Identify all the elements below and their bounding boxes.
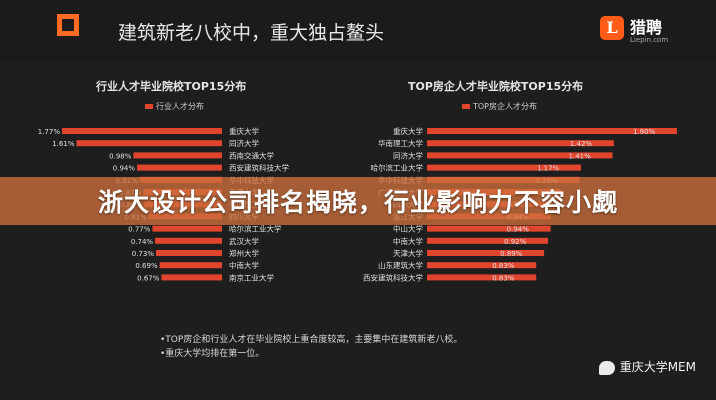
bar-中山大学 (427, 225, 551, 232)
slide-header: 建筑新老八校中，重大独占鳌头 L 猎聘 Liepin.com (0, 0, 716, 62)
brand-badge-icon: L (600, 16, 624, 40)
value-label: 0.74% (131, 238, 154, 246)
category-label: 哈尔滨工业大学 (371, 163, 424, 173)
value-label: 0.83% (492, 262, 515, 270)
category-label: 山东建筑大学 (378, 260, 423, 270)
category-label: 郑州大学 (229, 248, 259, 258)
category-label: 西南交通大学 (229, 150, 274, 160)
left-chart-legend: 行业人才分布 (145, 101, 204, 112)
legend-swatch (145, 104, 153, 109)
bar-南京工业大学 (161, 274, 222, 281)
logo-square-icon (57, 14, 79, 36)
category-label: 华南理工大学 (378, 138, 423, 148)
category-label: 天津大学 (393, 248, 423, 258)
bar-西南交通大学 (133, 152, 222, 159)
value-label: 1.61% (52, 140, 75, 148)
slide-title: 建筑新老八校中，重大独占鳌头 (118, 22, 385, 44)
value-label: 0.67% (137, 274, 160, 282)
bar-武汉大学 (155, 237, 222, 244)
value-label: 0.69% (135, 262, 158, 270)
right-legend-label: TOP房企人才分布 (473, 102, 538, 111)
right-chart-title: TOP房企人才毕业院校TOP15分布 (408, 80, 584, 93)
footnote-2: •重庆大学均排在第一位。 (160, 349, 265, 359)
source-watermark: 重庆大学MEM (598, 358, 696, 375)
value-label: 1.77% (38, 128, 61, 136)
right-chart-legend: TOP房企人才分布 (462, 101, 537, 112)
footnote-1: •TOP房企和行业人才在毕业院校上重合度较高，主要集中在建筑新老八校。 (160, 335, 463, 345)
footnotes: •TOP房企和行业人才在毕业院校上重合度较高，主要集中在建筑新老八校。 •重庆大… (160, 333, 462, 361)
bar-郑州大学 (156, 250, 222, 256)
category-label: 中南大学 (393, 236, 423, 246)
category-label: 重庆大学 (229, 126, 259, 136)
bar-天津大学 (427, 250, 545, 256)
bar-华南理工大学 (427, 140, 614, 147)
value-label: 0.89% (500, 250, 523, 258)
bar-同济大学 (76, 140, 222, 147)
watermark-text: 重庆大学MEM (619, 360, 696, 374)
value-label: 1.17% (537, 165, 560, 173)
left-chart-title: 行业人才毕业院校TOP15分布 (96, 80, 247, 93)
bar-同济大学 (427, 152, 613, 159)
category-label: 武汉大学 (229, 236, 259, 246)
wechat-icon (598, 360, 615, 375)
bar-西安建筑科技大学 (137, 164, 222, 171)
bar-中南大学 (159, 262, 222, 269)
category-label: 重庆大学 (393, 126, 423, 136)
bar-中南大学 (427, 237, 549, 244)
value-label: 0.94% (113, 165, 136, 173)
bar-山东建筑大学 (427, 262, 537, 269)
category-label: 同济大学 (393, 150, 423, 160)
value-label: 0.92% (504, 238, 527, 246)
category-label: 西安建筑科技大学 (229, 163, 289, 173)
value-label: 0.94% (507, 226, 530, 234)
category-label: 南京工业大学 (229, 272, 274, 282)
bar-哈尔滨工业大学 (152, 225, 222, 232)
category-label: 西安建筑科技大学 (363, 272, 423, 282)
bar-西安建筑科技大学 (427, 274, 537, 281)
category-label: 哈尔滨工业大学 (229, 224, 282, 234)
headline-banner: 浙大设计公司排名揭晓，行业影响力不容小觑 (0, 177, 716, 225)
bar-哈尔滨工业大学 (427, 164, 581, 171)
category-label: 同济大学 (229, 138, 259, 148)
brand-url: Liepin.com (630, 36, 669, 44)
value-label: 0.98% (109, 152, 132, 160)
bar-重庆大学 (62, 128, 222, 134)
value-label: 1.90% (633, 128, 656, 136)
category-label: 中山大学 (393, 224, 423, 234)
legend-swatch (462, 104, 470, 109)
value-label: 0.73% (132, 250, 155, 258)
bar-重庆大学 (427, 128, 677, 134)
left-legend-label: 行业人才分布 (156, 102, 204, 111)
category-label: 中南大学 (229, 260, 259, 270)
headline-text: 浙大设计公司排名揭晓，行业影响力不容小觑 (97, 188, 618, 217)
value-label: 0.77% (128, 226, 151, 234)
brand-name: 猎聘 (630, 18, 663, 37)
value-label: 1.41% (569, 152, 592, 160)
brand-logo: L 猎聘 Liepin.com (600, 14, 696, 48)
value-label: 0.83% (492, 274, 515, 282)
value-label: 1.42% (570, 140, 593, 148)
